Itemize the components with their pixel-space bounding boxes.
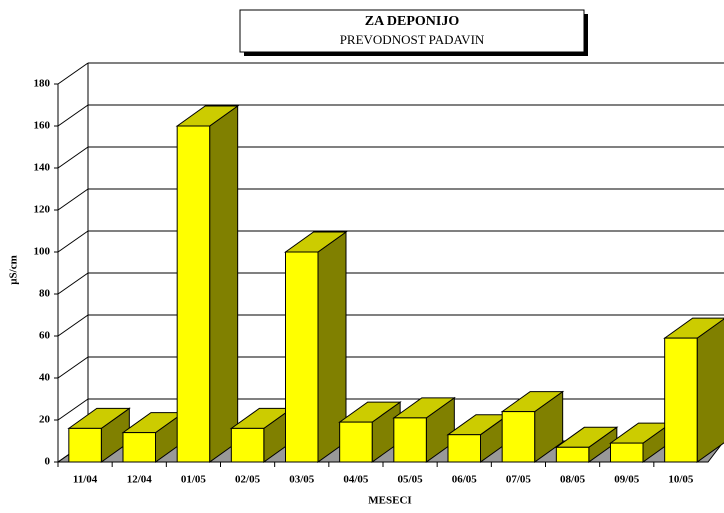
x-tick-label: 06/05 <box>452 474 478 486</box>
x-tick-label: 08/05 <box>560 474 586 486</box>
grid-line <box>57 146 89 169</box>
x-axis-label: MESECI <box>368 495 411 507</box>
y-tick-label: 140 <box>34 162 51 174</box>
y-tick-label: 180 <box>34 78 51 90</box>
bar <box>68 427 102 463</box>
y-axis-label: µS/cm <box>8 255 20 285</box>
y-tick-label: 40 <box>39 372 51 384</box>
bar <box>230 427 265 463</box>
x-tick-label: 03/05 <box>289 474 315 486</box>
grid-line <box>57 272 89 295</box>
title-box <box>239 9 585 53</box>
y-tick-label: 20 <box>39 414 51 426</box>
bar <box>339 421 373 463</box>
grid-line <box>57 62 89 85</box>
y-tick-label: 160 <box>34 120 51 132</box>
x-tick-label: 07/05 <box>506 474 532 486</box>
chart-title: ZA DEPONIJO <box>365 14 460 29</box>
y-tick-label: 60 <box>39 330 51 342</box>
grid-line <box>57 398 89 421</box>
bar <box>664 337 698 463</box>
bar <box>610 442 644 463</box>
bar <box>393 417 427 463</box>
y-tick-label: 120 <box>34 204 51 216</box>
bar <box>122 432 156 463</box>
x-tick-label: 10/05 <box>668 474 694 486</box>
grid-line <box>57 314 89 337</box>
x-tick-label: 05/05 <box>398 474 424 486</box>
bar <box>176 125 211 463</box>
grid-line <box>57 356 89 379</box>
x-tick-label: 04/05 <box>343 474 369 486</box>
x-tick-label: 02/05 <box>235 474 261 486</box>
bar-side <box>696 318 724 463</box>
grid-line <box>57 230 89 253</box>
x-tick-label: 11/04 <box>73 474 98 486</box>
x-tick-label: 01/05 <box>181 474 207 486</box>
y-tick-label: 100 <box>34 246 51 258</box>
x-tick-label: 09/05 <box>614 474 640 486</box>
grid-line <box>57 104 89 127</box>
bar-side <box>209 105 239 463</box>
bar <box>501 411 536 463</box>
bar <box>555 446 590 463</box>
chart-subtitle: PREVODNOST PADAVIN <box>340 32 485 47</box>
x-tick-label: 12/04 <box>127 474 153 486</box>
y-tick-label: 80 <box>39 288 51 300</box>
bar <box>447 434 481 463</box>
bar <box>285 251 319 463</box>
y-tick-label: 0 <box>45 456 51 468</box>
grid-line <box>57 188 89 211</box>
